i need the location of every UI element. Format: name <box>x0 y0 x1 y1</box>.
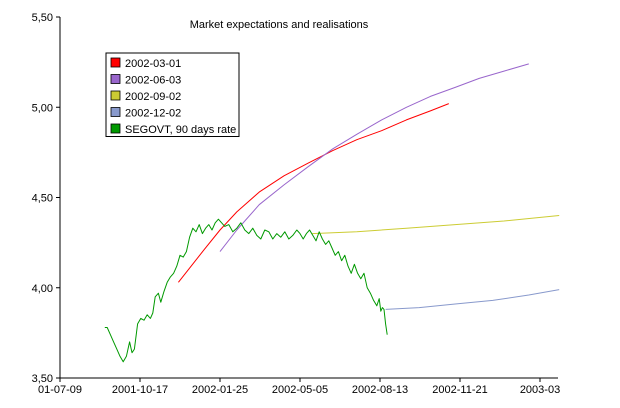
series-line-5 <box>104 218 388 363</box>
x-tick-label: 2002-01-25 <box>192 384 248 396</box>
x-tick-label: 01-07-09 <box>38 384 82 396</box>
legend-swatch <box>110 123 121 134</box>
legend-label: SEGOVT, 90 days rate <box>125 124 236 136</box>
legend-swatch <box>110 57 121 68</box>
x-tick-label: 2002-11-21 <box>432 384 487 396</box>
legend-swatch <box>110 90 121 101</box>
x-tick-label: 2003-03 <box>520 384 560 396</box>
series-line-1 <box>178 103 449 283</box>
x-tick-label: 2001-10-17 <box>112 384 168 396</box>
x-tick-label: 2002-08-13 <box>352 384 408 396</box>
y-tick-label: 3,50 <box>32 373 53 385</box>
chart-title: Market expectations and realisations <box>190 19 369 31</box>
legend-label: 2002-12-02 <box>125 108 181 120</box>
series-line-3 <box>311 215 560 235</box>
legend-label: 2002-03-01 <box>125 58 181 70</box>
x-tick-label: 2002-05-05 <box>272 384 328 396</box>
series-line-2 <box>219 63 529 252</box>
legend-swatch <box>110 74 121 84</box>
y-tick-label: 4,50 <box>32 193 53 205</box>
legend-label: 2002-09-02 <box>125 91 181 103</box>
y-tick-label: 5,00 <box>32 102 53 114</box>
legend: 2002-03-01 2002-06-03 2002-09-02 2002-12-02… <box>105 52 240 137</box>
legend-swatch <box>110 107 121 117</box>
y-tick-label: 5,50 <box>32 12 53 24</box>
legend-box <box>105 52 240 137</box>
legend-label: 2002-06-03 <box>125 75 181 87</box>
series-line-4 <box>385 289 560 310</box>
y-tick-label: 4,00 <box>32 283 53 295</box>
plot-area: 3,50 4,00 4,50 5,00 5,50 01-07-09 2001-10-17 20… <box>32 12 561 396</box>
